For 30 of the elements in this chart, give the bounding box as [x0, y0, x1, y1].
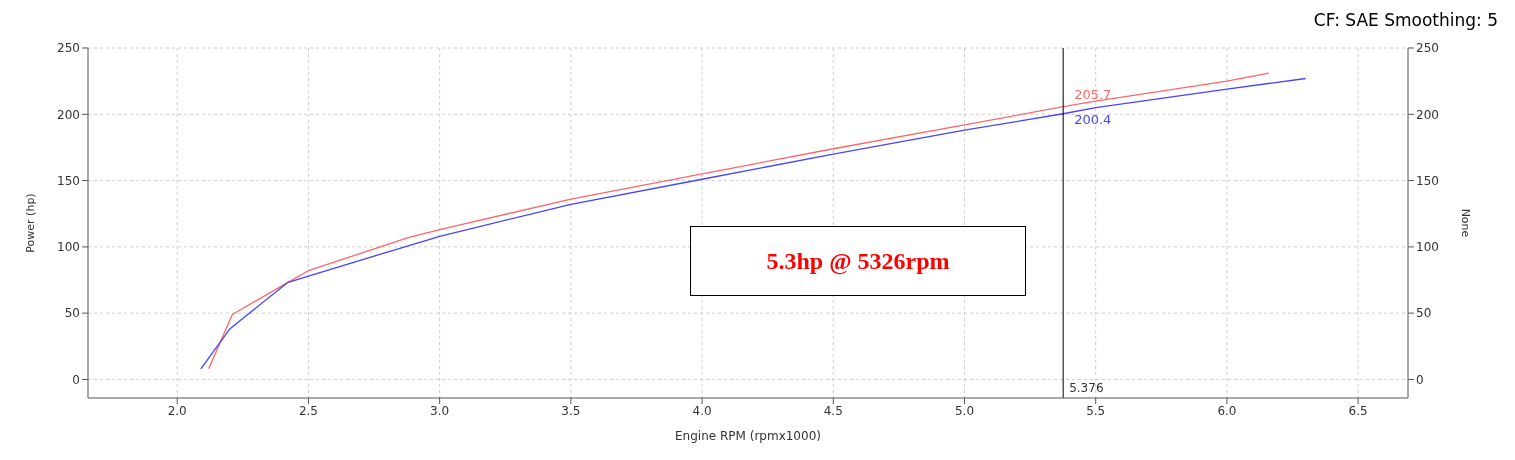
- y2-tick-label: 200: [1416, 107, 1439, 122]
- annotation: 200.4: [1074, 112, 1112, 128]
- y2-axis-title: None: [1459, 208, 1473, 238]
- ref-line-label: 5.376: [1069, 381, 1104, 395]
- x-tick-label: 3.5: [561, 403, 581, 418]
- chart-subtitle: CF: SAE Smoothing: 5: [1313, 10, 1498, 30]
- y-axis-title: Power (hp): [23, 193, 37, 253]
- y-tick-label: 50: [64, 306, 80, 321]
- x-tick-label: 6.5: [1348, 403, 1368, 418]
- y-tick-label: 0: [72, 372, 80, 387]
- annotation: 205.7: [1074, 87, 1112, 103]
- y2-tick-label: 0: [1416, 372, 1424, 387]
- x-tick-label: 2.5: [298, 403, 318, 418]
- y2-tick-label: 100: [1416, 240, 1439, 255]
- x-tick-label: 3.0: [430, 403, 450, 418]
- x-tick-label: 5.5: [1086, 403, 1106, 418]
- y2-tick-label: 50: [1416, 306, 1432, 321]
- x-tick-label: 4.5: [823, 403, 843, 418]
- x-tick-label: 6.0: [1217, 403, 1237, 418]
- x-tick-label: 2.0: [167, 403, 187, 418]
- y-tick-label: 200: [57, 107, 80, 122]
- text-box: 5.3hp @ 5326rpm: [690, 226, 1026, 296]
- y2-tick-label: 150: [1416, 173, 1439, 188]
- y-tick-label: 100: [57, 240, 80, 255]
- x-axis-title: Engine RPM (rpmx1000): [675, 429, 821, 443]
- y-tick-label: 250: [57, 41, 80, 56]
- y-tick-label: 150: [57, 173, 80, 188]
- x-tick-label: 5.0: [954, 403, 975, 418]
- x-tick-label: 4.0: [692, 403, 712, 418]
- y2-tick-label: 250: [1416, 41, 1439, 56]
